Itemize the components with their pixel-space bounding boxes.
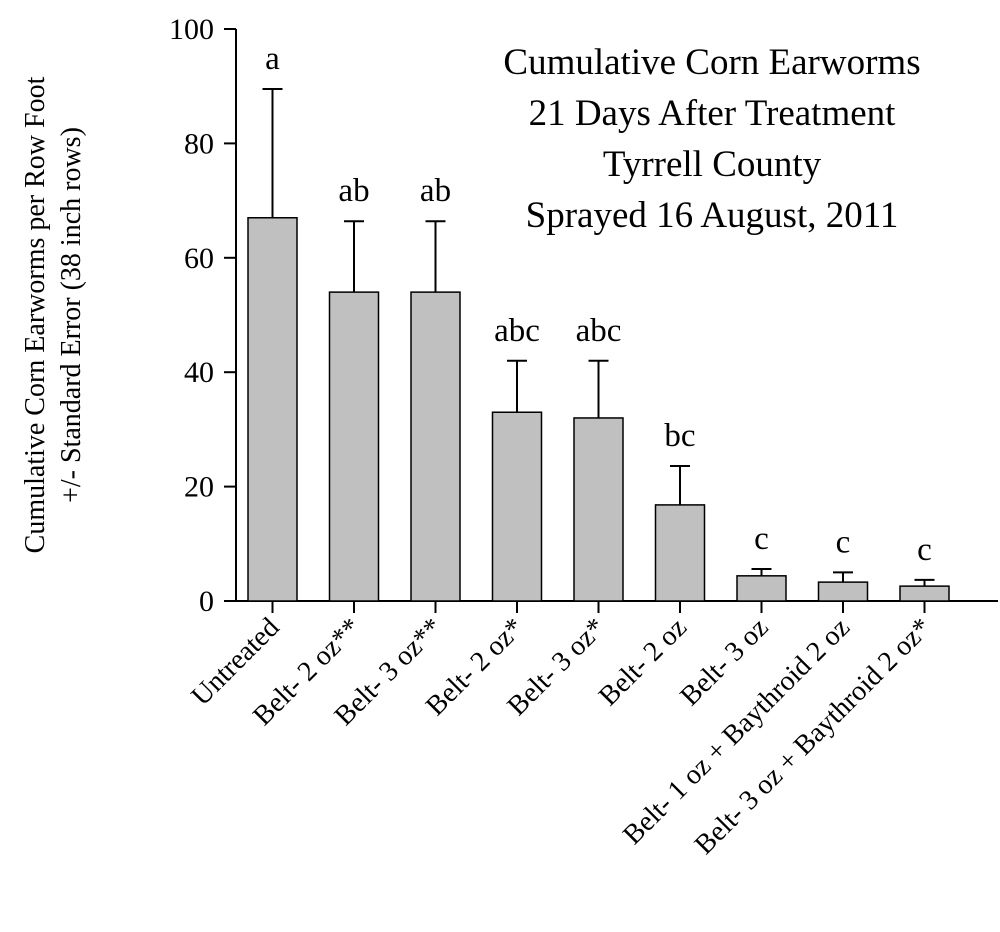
title-line: Cumulative Corn Earworms	[503, 42, 920, 83]
significance-letter: ab	[420, 173, 451, 209]
significance-letter: ab	[338, 173, 369, 209]
error-bar	[670, 465, 690, 505]
error-bar	[425, 220, 446, 293]
significance-letter: bc	[664, 418, 695, 454]
y-tick-label: 80	[184, 127, 214, 160]
bar	[736, 575, 787, 602]
bar	[491, 411, 543, 602]
x-tick-label: Belt- 2 oz	[593, 612, 693, 712]
bar	[899, 585, 950, 602]
title: Cumulative Corn Earworms 21 Days After T…	[503, 42, 920, 236]
significance-letter: abc	[494, 313, 540, 349]
y-tick-label: 60	[184, 242, 214, 275]
significance-letter: a	[265, 41, 280, 77]
bar	[573, 417, 624, 602]
error-bar	[914, 578, 935, 587]
significance-letter: abc	[576, 313, 622, 349]
significance-letter: c	[754, 521, 769, 557]
title-line: Tyrrell County	[603, 144, 822, 185]
y-tick-label: 0	[199, 585, 214, 618]
bar	[410, 291, 461, 602]
y-axis-label: Cumulative Corn Earworms per Row Foot +/…	[20, 76, 87, 553]
error-bar	[262, 88, 283, 218]
significance-letter: c	[917, 532, 932, 568]
y-tick-label: 40	[184, 356, 214, 389]
title-line: Sprayed 16 August, 2011	[526, 195, 899, 236]
significance-letter: c	[836, 524, 851, 560]
y-axis-label-line: Cumulative Corn Earworms per Row Foot	[20, 76, 51, 553]
bar	[817, 581, 869, 602]
error-bar	[833, 571, 853, 583]
y-tick-label: 100	[169, 13, 214, 46]
y-axis-label-line: +/- Standard Error (38 inch rows)	[56, 127, 87, 503]
title-line: 21 Days After Treatment	[529, 93, 897, 134]
error-bar	[507, 359, 527, 413]
error-bar	[344, 220, 364, 293]
bar	[247, 217, 298, 602]
y-tick-label: 20	[184, 471, 214, 504]
error-bar	[588, 359, 609, 418]
bar	[654, 504, 706, 602]
bar	[328, 291, 380, 602]
error-bar	[751, 567, 772, 576]
